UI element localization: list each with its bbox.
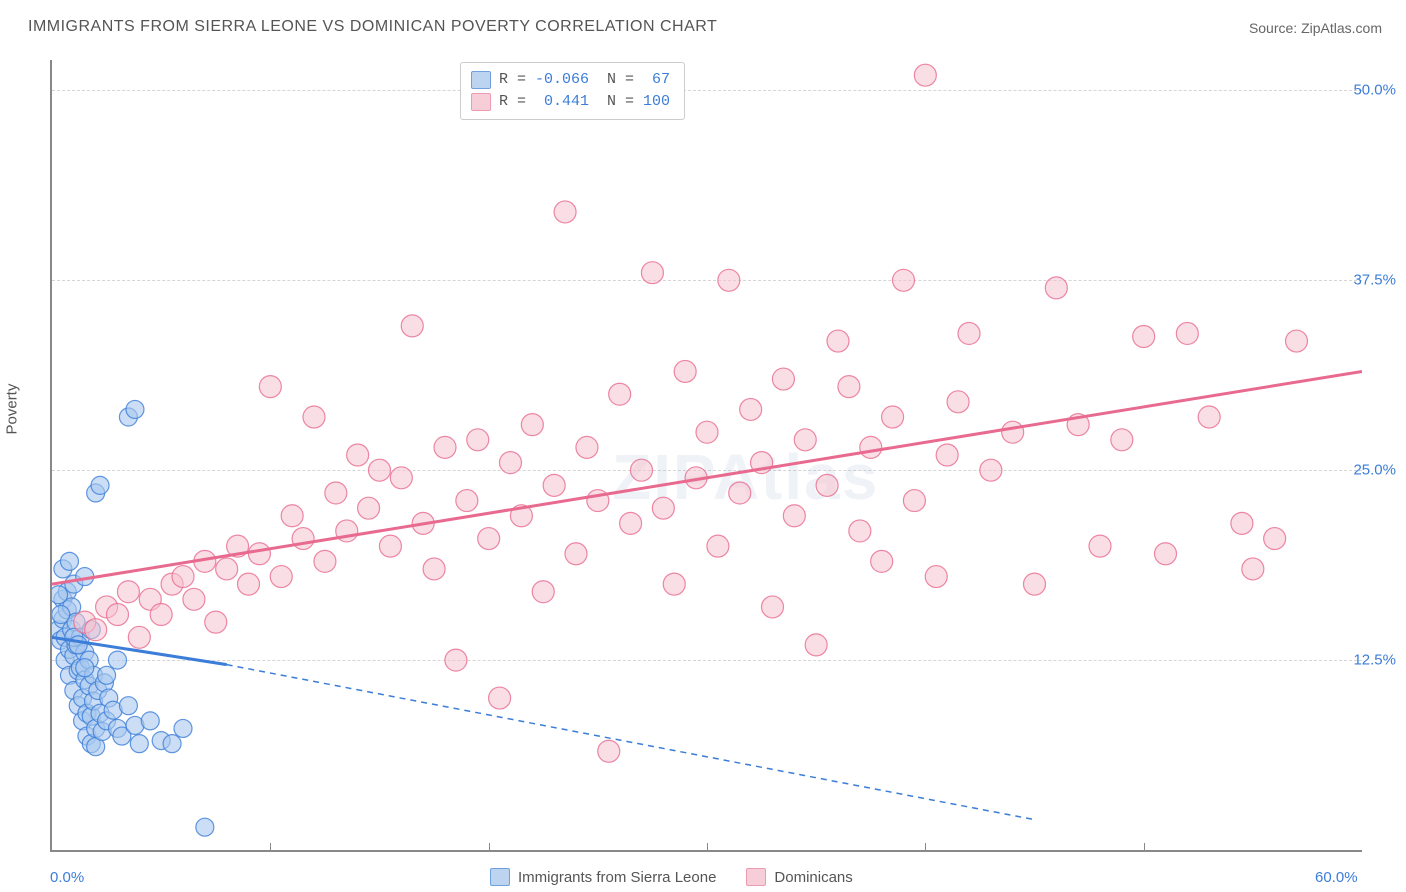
correlation-legend: R = -0.066 N = 67 R = 0.441 N = 100	[460, 62, 685, 120]
source-prefix: Source:	[1249, 20, 1301, 36]
legend-stats: R = 0.441 N = 100	[499, 91, 670, 113]
x-tick-label: 60.0%	[1315, 869, 1358, 886]
legend-swatch	[471, 71, 491, 89]
legend-row: R = -0.066 N = 67	[471, 69, 670, 91]
legend-swatch	[746, 868, 766, 886]
y-axis-label: Poverty	[4, 384, 21, 435]
x-tick-label: 0.0%	[50, 869, 84, 886]
source-name: ZipAtlas.com	[1301, 20, 1382, 36]
legend-item: Dominicans	[746, 868, 852, 886]
chart-plot-area: ZIPAtlas	[50, 60, 1362, 852]
legend-swatch	[490, 868, 510, 886]
legend-label: Dominicans	[774, 869, 852, 886]
legend-row: R = 0.441 N = 100	[471, 91, 670, 113]
series-legend: Immigrants from Sierra Leone Dominicans	[490, 868, 853, 886]
scatter-plot-svg	[52, 60, 1362, 850]
source-attribution: Source: ZipAtlas.com	[1249, 20, 1382, 36]
legend-label: Immigrants from Sierra Leone	[518, 869, 716, 886]
legend-stats: R = -0.066 N = 67	[499, 69, 670, 91]
legend-item: Immigrants from Sierra Leone	[490, 868, 716, 886]
chart-title: IMMIGRANTS FROM SIERRA LEONE VS DOMINICA…	[28, 18, 717, 36]
legend-swatch	[471, 93, 491, 111]
